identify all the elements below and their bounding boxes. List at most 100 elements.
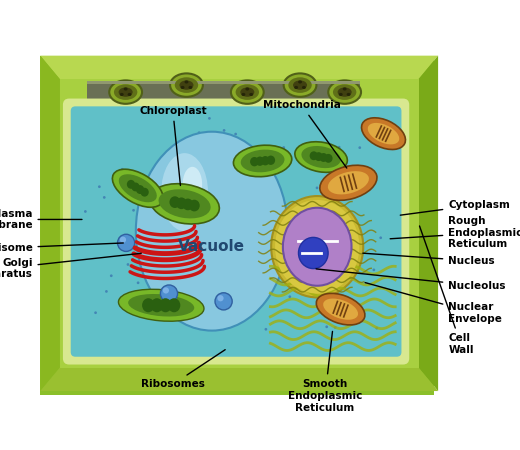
Polygon shape [41,56,60,391]
Ellipse shape [245,87,249,90]
Ellipse shape [144,226,147,229]
Ellipse shape [183,167,202,202]
Ellipse shape [289,77,312,93]
Ellipse shape [241,271,244,274]
Ellipse shape [112,169,163,207]
Ellipse shape [347,93,350,96]
Ellipse shape [295,142,347,172]
Ellipse shape [170,73,203,97]
Ellipse shape [223,129,226,132]
Ellipse shape [170,196,180,208]
Ellipse shape [163,287,169,293]
Ellipse shape [124,87,127,90]
Ellipse shape [333,84,356,100]
Ellipse shape [193,303,196,306]
Ellipse shape [271,196,363,297]
Ellipse shape [319,153,328,162]
Text: Nuclear
Envelope: Nuclear Envelope [365,283,502,324]
Ellipse shape [119,87,133,97]
Ellipse shape [264,279,267,281]
Ellipse shape [324,276,327,279]
Ellipse shape [338,146,341,148]
Ellipse shape [375,327,378,329]
Ellipse shape [241,284,244,286]
Ellipse shape [176,220,178,222]
Ellipse shape [329,212,332,215]
Ellipse shape [210,212,213,214]
Ellipse shape [140,188,149,197]
Ellipse shape [147,217,149,220]
Ellipse shape [185,81,188,84]
Ellipse shape [283,208,352,286]
Ellipse shape [231,81,264,104]
Ellipse shape [337,87,352,97]
Ellipse shape [294,86,298,89]
Ellipse shape [293,81,307,90]
Text: Nucleolus: Nucleolus [316,269,506,291]
Ellipse shape [236,84,259,100]
FancyBboxPatch shape [87,81,360,84]
Ellipse shape [324,233,327,235]
Ellipse shape [255,157,264,166]
Text: Vacuole: Vacuole [178,239,245,254]
Ellipse shape [126,263,129,266]
Text: Peroxisome: Peroxisome [0,243,123,253]
Ellipse shape [128,294,194,316]
Ellipse shape [323,298,358,320]
Ellipse shape [222,290,225,292]
Ellipse shape [114,84,137,100]
Ellipse shape [94,311,97,314]
Ellipse shape [315,152,323,161]
FancyBboxPatch shape [41,56,434,395]
Polygon shape [419,56,438,391]
Ellipse shape [198,131,200,134]
Text: Golgi
Apparatus: Golgi Apparatus [0,253,141,279]
Text: Nucleus: Nucleus [363,253,495,266]
Ellipse shape [368,123,399,144]
FancyBboxPatch shape [71,106,401,357]
Text: Ribosomes: Ribosomes [141,350,225,389]
Ellipse shape [180,184,183,186]
Ellipse shape [249,93,253,96]
Ellipse shape [340,222,343,225]
Ellipse shape [152,238,154,241]
Ellipse shape [136,132,288,331]
FancyBboxPatch shape [87,81,360,105]
Ellipse shape [361,118,406,149]
Ellipse shape [284,73,317,97]
Ellipse shape [103,196,106,199]
Ellipse shape [168,298,180,312]
Ellipse shape [352,267,355,270]
Ellipse shape [372,269,375,271]
Ellipse shape [120,237,126,243]
FancyBboxPatch shape [60,79,419,368]
Ellipse shape [188,86,192,89]
Ellipse shape [98,185,101,188]
Ellipse shape [109,81,142,104]
Ellipse shape [240,87,254,97]
Ellipse shape [235,133,237,135]
Polygon shape [41,368,438,391]
Ellipse shape [84,210,87,213]
Ellipse shape [121,168,124,171]
Ellipse shape [150,184,219,224]
Ellipse shape [324,154,333,163]
Ellipse shape [170,319,172,322]
Ellipse shape [132,209,135,212]
Ellipse shape [256,178,259,181]
Ellipse shape [176,198,187,209]
Ellipse shape [179,81,193,90]
Ellipse shape [183,198,193,210]
Ellipse shape [159,189,211,218]
Ellipse shape [302,146,341,168]
Ellipse shape [127,93,132,96]
Ellipse shape [119,289,204,321]
Ellipse shape [119,174,157,202]
Text: Smooth
Endoplasmic
Reticulum: Smooth Endoplasmic Reticulum [288,331,362,413]
Ellipse shape [334,326,336,329]
Ellipse shape [137,281,139,284]
Ellipse shape [328,171,369,194]
Ellipse shape [151,298,163,312]
Ellipse shape [142,298,154,312]
Ellipse shape [320,165,377,200]
